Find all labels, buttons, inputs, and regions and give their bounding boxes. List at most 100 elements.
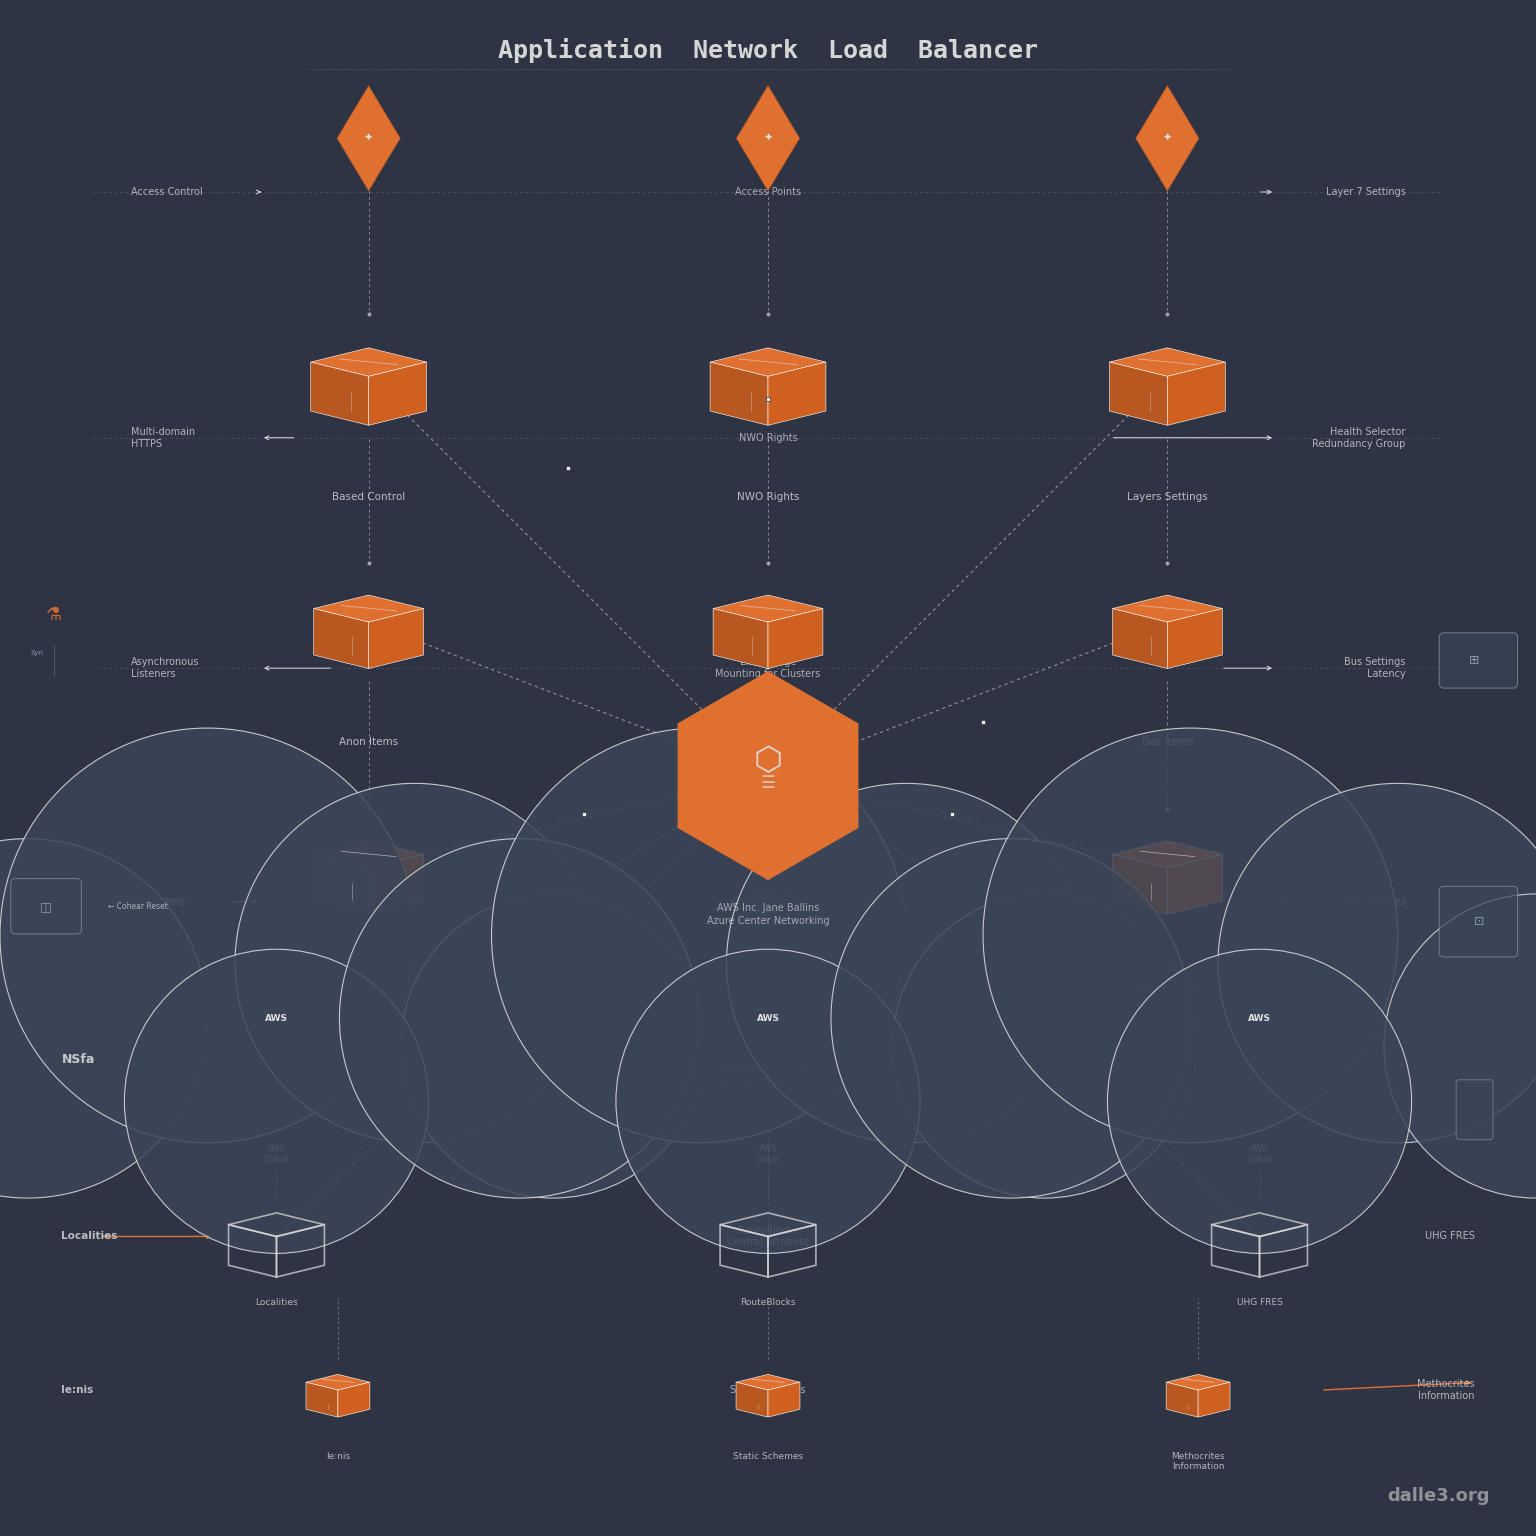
Text: Layers Settings: Layers Settings	[1127, 492, 1207, 502]
Text: Static Schemes: Static Schemes	[730, 1385, 806, 1395]
Polygon shape	[338, 1382, 370, 1418]
Text: AWS
Cloud: AWS Cloud	[1247, 1144, 1272, 1164]
Polygon shape	[768, 608, 823, 668]
Text: Access Control: Access Control	[131, 187, 203, 197]
Text: ✦: ✦	[364, 134, 373, 143]
Polygon shape	[1198, 1382, 1230, 1418]
Polygon shape	[310, 362, 369, 425]
Circle shape	[616, 949, 920, 1253]
Circle shape	[235, 783, 594, 1143]
Circle shape	[1384, 894, 1536, 1198]
Text: Localities: Localities	[255, 1298, 298, 1307]
Text: AWS Filters: AWS Filters	[131, 897, 184, 906]
Text: ⊞: ⊞	[1470, 654, 1479, 667]
Text: Methocrites
Information: Methocrites Information	[1416, 1379, 1475, 1401]
Text: AWS
Cloud: AWS Cloud	[264, 1144, 289, 1164]
Text: UHG FRES: UHG FRES	[1425, 1232, 1475, 1241]
Polygon shape	[306, 1375, 370, 1390]
Polygon shape	[313, 594, 424, 622]
Text: ⊡: ⊡	[1475, 915, 1484, 928]
Circle shape	[339, 839, 699, 1198]
Text: AWS: AWS	[757, 1014, 779, 1023]
Polygon shape	[313, 840, 424, 868]
Polygon shape	[736, 1382, 768, 1418]
Polygon shape	[1167, 608, 1223, 668]
Circle shape	[0, 839, 207, 1198]
Circle shape	[983, 728, 1398, 1143]
Circle shape	[124, 949, 429, 1253]
Text: ☰: ☰	[760, 774, 776, 793]
Text: RouteBlocks: RouteBlocks	[740, 1298, 796, 1307]
Polygon shape	[1112, 854, 1167, 914]
Circle shape	[401, 894, 705, 1198]
Polygon shape	[1112, 840, 1223, 868]
Text: ✦: ✦	[1163, 134, 1172, 143]
Circle shape	[892, 894, 1197, 1198]
Polygon shape	[1135, 86, 1200, 190]
Text: Ie:nis: Ie:nis	[61, 1385, 94, 1395]
Text: Multi-domain
HTTPS: Multi-domain HTTPS	[131, 427, 195, 449]
Text: ✦: ✦	[763, 134, 773, 143]
Text: Extra Large
Mounting for Clusters: Extra Large Mounting for Clusters	[716, 657, 820, 679]
Text: Localities: Localities	[61, 1232, 118, 1241]
Text: AWS Inc. Jane Ballins
Azure Center Networking: AWS Inc. Jane Ballins Azure Center Netwo…	[707, 903, 829, 926]
Text: NSfa: NSfa	[61, 1054, 95, 1066]
Polygon shape	[1167, 854, 1223, 914]
Polygon shape	[1109, 362, 1167, 425]
Polygon shape	[313, 854, 369, 914]
Text: ⬡: ⬡	[754, 743, 782, 777]
Text: AWS In Rules: AWS In Rules	[1341, 897, 1405, 906]
Circle shape	[1218, 783, 1536, 1143]
Text: Methocrites
Information: Methocrites Information	[1172, 1452, 1224, 1471]
Text: Based Control: Based Control	[332, 492, 406, 502]
Polygon shape	[736, 86, 800, 190]
FancyBboxPatch shape	[11, 879, 81, 934]
Text: ⚗: ⚗	[46, 605, 61, 624]
Text: NSFa: NSFa	[61, 1055, 91, 1064]
Circle shape	[831, 839, 1190, 1198]
Text: ◫: ◫	[40, 900, 52, 912]
Polygon shape	[336, 86, 401, 190]
Polygon shape	[1109, 347, 1226, 376]
Polygon shape	[1112, 594, 1223, 622]
Text: AWS In Rules: AWS In Rules	[1134, 983, 1201, 994]
Text: AWS: AWS	[1249, 1014, 1270, 1023]
Polygon shape	[710, 347, 826, 376]
Text: Layer 7 Settings: Layer 7 Settings	[1326, 187, 1405, 197]
Text: AWS Inc. Jane Ballins
Azure Center Networking: AWS Inc. Jane Ballins Azure Center Netwo…	[707, 1064, 829, 1086]
Polygon shape	[310, 347, 427, 376]
Text: AWS
Cloud: AWS Cloud	[756, 1144, 780, 1164]
Text: Bus Items: Bus Items	[1141, 737, 1193, 748]
Text: Application  Network  Load  Balancer: Application Network Load Balancer	[498, 38, 1038, 63]
Text: AWS Filters: AWS Filters	[339, 983, 398, 994]
Text: Anon Items: Anon Items	[339, 737, 398, 748]
Text: Bus Settings
Latency: Bus Settings Latency	[1344, 657, 1405, 679]
Polygon shape	[710, 362, 768, 425]
Text: ← Cohear Reset: ← Cohear Reset	[108, 902, 167, 911]
Text: Baltra Eatere: Baltra Eatere	[734, 737, 802, 748]
Text: Access Points: Access Points	[734, 187, 802, 197]
Polygon shape	[1166, 1375, 1230, 1390]
Text: AWS: AWS	[266, 1014, 287, 1023]
Text: NWO Rights: NWO Rights	[739, 433, 797, 442]
Circle shape	[727, 783, 1086, 1143]
Circle shape	[0, 728, 415, 1143]
Circle shape	[492, 728, 906, 1143]
Text: NWO Rights: NWO Rights	[737, 492, 799, 502]
Text: Static Schemes: Static Schemes	[733, 1452, 803, 1461]
Polygon shape	[1166, 1382, 1198, 1418]
Polygon shape	[677, 671, 859, 880]
FancyBboxPatch shape	[1439, 886, 1518, 957]
Polygon shape	[713, 594, 823, 622]
Polygon shape	[736, 1375, 800, 1390]
Text: Universal
Control Center
AWS: Universal Control Center AWS	[733, 885, 803, 919]
Text: UHG FRES: UHG FRES	[1236, 1298, 1283, 1307]
Polygon shape	[713, 608, 768, 668]
Text: Asynchronous
Listeners: Asynchronous Listeners	[131, 657, 200, 679]
Text: dalle3.org: dalle3.org	[1387, 1487, 1490, 1505]
Polygon shape	[369, 362, 427, 425]
Polygon shape	[768, 362, 826, 425]
FancyBboxPatch shape	[1456, 1080, 1493, 1140]
Polygon shape	[369, 854, 424, 914]
Circle shape	[1107, 949, 1412, 1253]
